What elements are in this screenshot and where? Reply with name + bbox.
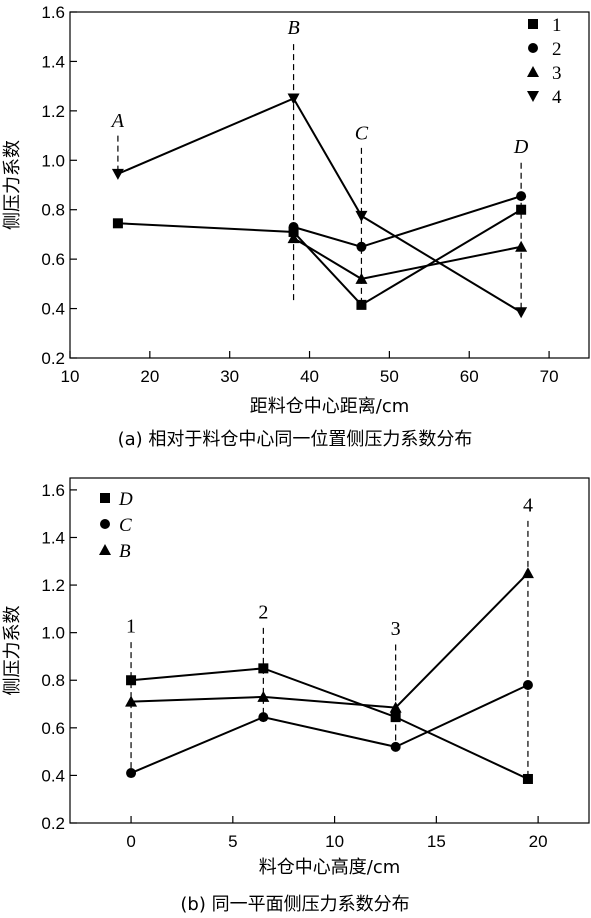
x-tick-label-1: 5: [228, 832, 237, 851]
series-line-0-0: [117, 208, 522, 307]
data-point-1-0: [126, 675, 137, 686]
series-line-0-1: [293, 195, 522, 248]
legend-label-0-1: 2: [552, 39, 562, 60]
legend-marker-1-2: [99, 544, 111, 555]
y-tick-label-1: 1.4: [41, 528, 65, 547]
x-axis-label-1: 料仓中心高度/cm: [259, 857, 401, 878]
y-tick-label-1: 0.2: [41, 814, 65, 833]
x-tick-label-0: 10: [61, 367, 80, 386]
series-line-1-1: [130, 684, 529, 774]
data-point-1-1: [522, 680, 533, 690]
data-point-1-0: [522, 773, 533, 784]
y-axis-label-0: 侧压力系数: [2, 140, 23, 230]
y-tick-label-1: 1.2: [41, 576, 65, 595]
data-point-0-2: [515, 240, 528, 252]
data-point-0-3: [287, 93, 300, 105]
legend-label-0-3: 4: [552, 87, 562, 108]
x-tick-label-1: 20: [529, 832, 548, 851]
data-point-1-1: [390, 741, 401, 752]
data-point-0-2: [355, 272, 368, 284]
x-tick-label-1: 0: [126, 832, 135, 851]
annotation-label-0: B: [287, 17, 299, 39]
annotation-label-1: 2: [258, 601, 268, 623]
legend-marker-0-0: [528, 19, 538, 29]
annotation-label-0: D: [513, 136, 529, 158]
legend-marker-0-1: [528, 43, 538, 53]
x-tick-label-0: 50: [380, 367, 399, 386]
y-tick-label-0: 1.2: [41, 102, 65, 121]
y-axis-label-1: 侧压力系数: [2, 606, 23, 696]
data-point-1-2: [125, 695, 138, 707]
annotation-label-0: A: [110, 110, 125, 132]
plot-frame-1: [69, 477, 590, 824]
data-point-0-3: [515, 307, 528, 319]
data-point-0-1: [516, 191, 527, 202]
data-point-1-1: [258, 712, 269, 723]
x-tick-label-0: 20: [140, 367, 159, 386]
data-point-0-3: [111, 168, 124, 180]
chart-caption-0: (a) 相对于料仓中心同一位置侧压力系数分布: [118, 429, 473, 450]
series-line-1-2: [131, 572, 529, 709]
data-point-0-0: [356, 299, 367, 310]
x-tick-label-0: 30: [220, 367, 239, 386]
data-point-1-0: [390, 712, 401, 723]
data-point-0-3: [355, 210, 368, 222]
y-tick-label-0: 0.2: [41, 349, 65, 368]
y-tick-label-0: 1.0: [41, 151, 65, 170]
y-tick-label-1: 0.8: [41, 671, 65, 690]
y-tick-label-0: 0.4: [41, 300, 65, 319]
y-tick-label-1: 0.6: [41, 719, 65, 738]
legend-label-1-0: D: [118, 489, 133, 510]
data-point-1-2: [521, 567, 534, 579]
x-tick-label-0: 70: [540, 367, 559, 386]
y-tick-label-1: 0.4: [41, 766, 65, 785]
x-tick-label-0: 40: [300, 367, 319, 386]
series-line-0-3: [117, 97, 522, 314]
x-tick-label-0: 60: [460, 367, 479, 386]
legend-marker-0-3: [527, 91, 539, 102]
data-point-1-2: [389, 701, 402, 713]
y-tick-label-1: 1.0: [41, 624, 65, 643]
chart-caption-1: (b) 同一平面侧压力系数分布: [180, 894, 409, 915]
annotation-label-1: 3: [391, 618, 401, 640]
legend-label-0-0: 1: [552, 15, 562, 36]
data-point-1-0: [258, 663, 269, 674]
legend-label-0-2: 3: [552, 63, 562, 84]
y-tick-label-0: 1.4: [41, 52, 65, 71]
y-tick-label-0: 0.6: [41, 250, 65, 269]
legend-marker-0-2: [527, 66, 539, 77]
legend-marker-1-1: [100, 519, 110, 529]
x-axis-label-0: 距料仓中心距离/cm: [250, 396, 410, 417]
annotation-label-1: 1: [126, 616, 136, 638]
x-tick-label-1: 15: [427, 832, 446, 851]
series-line-1-0: [130, 667, 529, 780]
data-point-0-1: [288, 222, 299, 233]
x-tick-label-1: 10: [325, 832, 344, 851]
plot-frame-0: [69, 11, 590, 359]
data-point-0-1: [356, 241, 367, 252]
legend-label-1-2: B: [119, 541, 131, 562]
data-point-0-0: [112, 218, 123, 229]
data-point-0-2: [287, 232, 300, 244]
legend-marker-1-0: [100, 493, 110, 503]
y-tick-label-1: 1.6: [41, 481, 65, 500]
y-tick-label-0: 1.6: [41, 3, 65, 22]
data-point-1-2: [257, 690, 270, 702]
legend-label-1-1: C: [119, 515, 132, 536]
annotation-label-0: C: [355, 122, 369, 144]
data-point-1-1: [126, 768, 137, 779]
annotation-label-1: 4: [523, 494, 533, 516]
y-tick-label-0: 0.8: [41, 201, 65, 220]
data-point-0-0: [516, 204, 527, 215]
